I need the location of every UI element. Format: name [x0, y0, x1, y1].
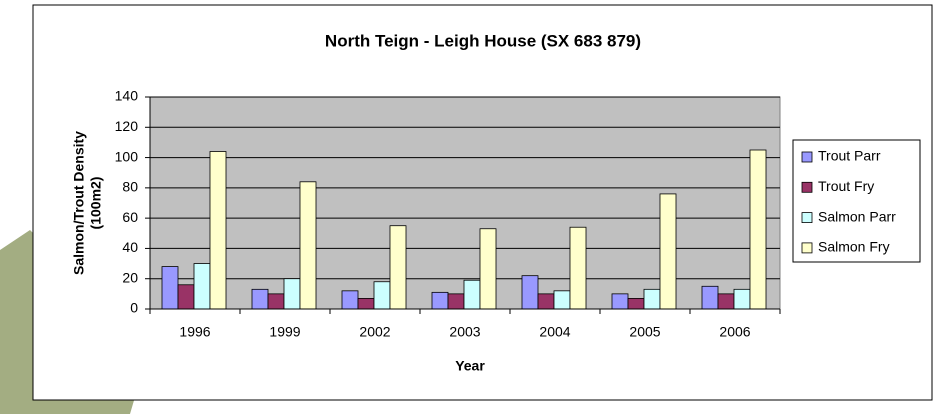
legend-swatch: [802, 152, 812, 162]
bar: [660, 194, 676, 309]
x-tick-label: 2004: [539, 324, 570, 340]
x-tick-label: 1996: [179, 324, 210, 340]
y-axis-label: (100m2): [88, 177, 104, 230]
legend-label: Salmon Parr: [818, 208, 896, 224]
bar: [718, 294, 734, 309]
plot-area: [150, 97, 780, 309]
y-tick-label: 60: [122, 209, 138, 225]
bar: [464, 280, 480, 309]
bar: [628, 298, 644, 309]
x-axis-label: Year: [455, 358, 485, 374]
bar: [570, 227, 586, 309]
chart-title: North Teign - Leigh House (SX 683 879): [325, 31, 641, 50]
bar: [178, 285, 194, 309]
bar: [554, 291, 570, 309]
bar: [538, 294, 554, 309]
bar: [734, 289, 750, 309]
bar: [702, 286, 718, 309]
bar: [300, 182, 316, 309]
bar: [750, 150, 766, 309]
bar: [480, 229, 496, 309]
bar: [284, 279, 300, 309]
bar: [358, 298, 374, 309]
bar: [644, 289, 660, 309]
y-tick-label: 140: [115, 88, 139, 104]
x-tick-label: 2003: [449, 324, 480, 340]
x-tick-label: 2006: [719, 324, 750, 340]
page: {"chart_data": {"type": "bar", "title": …: [0, 0, 943, 414]
legend-swatch: [802, 213, 812, 223]
x-tick-label: 2002: [359, 324, 390, 340]
y-tick-label: 40: [122, 239, 138, 255]
x-tick-label: 1999: [269, 324, 300, 340]
bar: [448, 294, 464, 309]
bar: [210, 152, 226, 309]
bar: [162, 267, 178, 309]
x-tick-label: 2005: [629, 324, 660, 340]
y-tick-label: 120: [115, 118, 139, 134]
y-tick-label: 80: [122, 179, 138, 195]
legend-label: Salmon Fry: [818, 239, 890, 255]
bar: [522, 276, 538, 309]
legend-swatch: [802, 182, 812, 192]
chart: North Teign - Leigh House (SX 683 879) Y…: [0, 0, 943, 414]
y-axis-label: Salmon/Trout Density: [71, 131, 87, 275]
bar: [432, 292, 448, 309]
y-tick-label: 100: [115, 148, 139, 164]
bar: [374, 282, 390, 309]
legend-label: Trout Parr: [818, 148, 881, 164]
y-tick-label: 0: [130, 300, 138, 316]
bar: [268, 294, 284, 309]
y-tick-label: 20: [122, 269, 138, 285]
bar: [612, 294, 628, 309]
legend-label: Trout Fry: [818, 178, 874, 194]
bar: [342, 291, 358, 309]
legend-swatch: [802, 243, 812, 253]
bar: [252, 289, 268, 309]
bar: [194, 264, 210, 309]
bar: [390, 226, 406, 309]
